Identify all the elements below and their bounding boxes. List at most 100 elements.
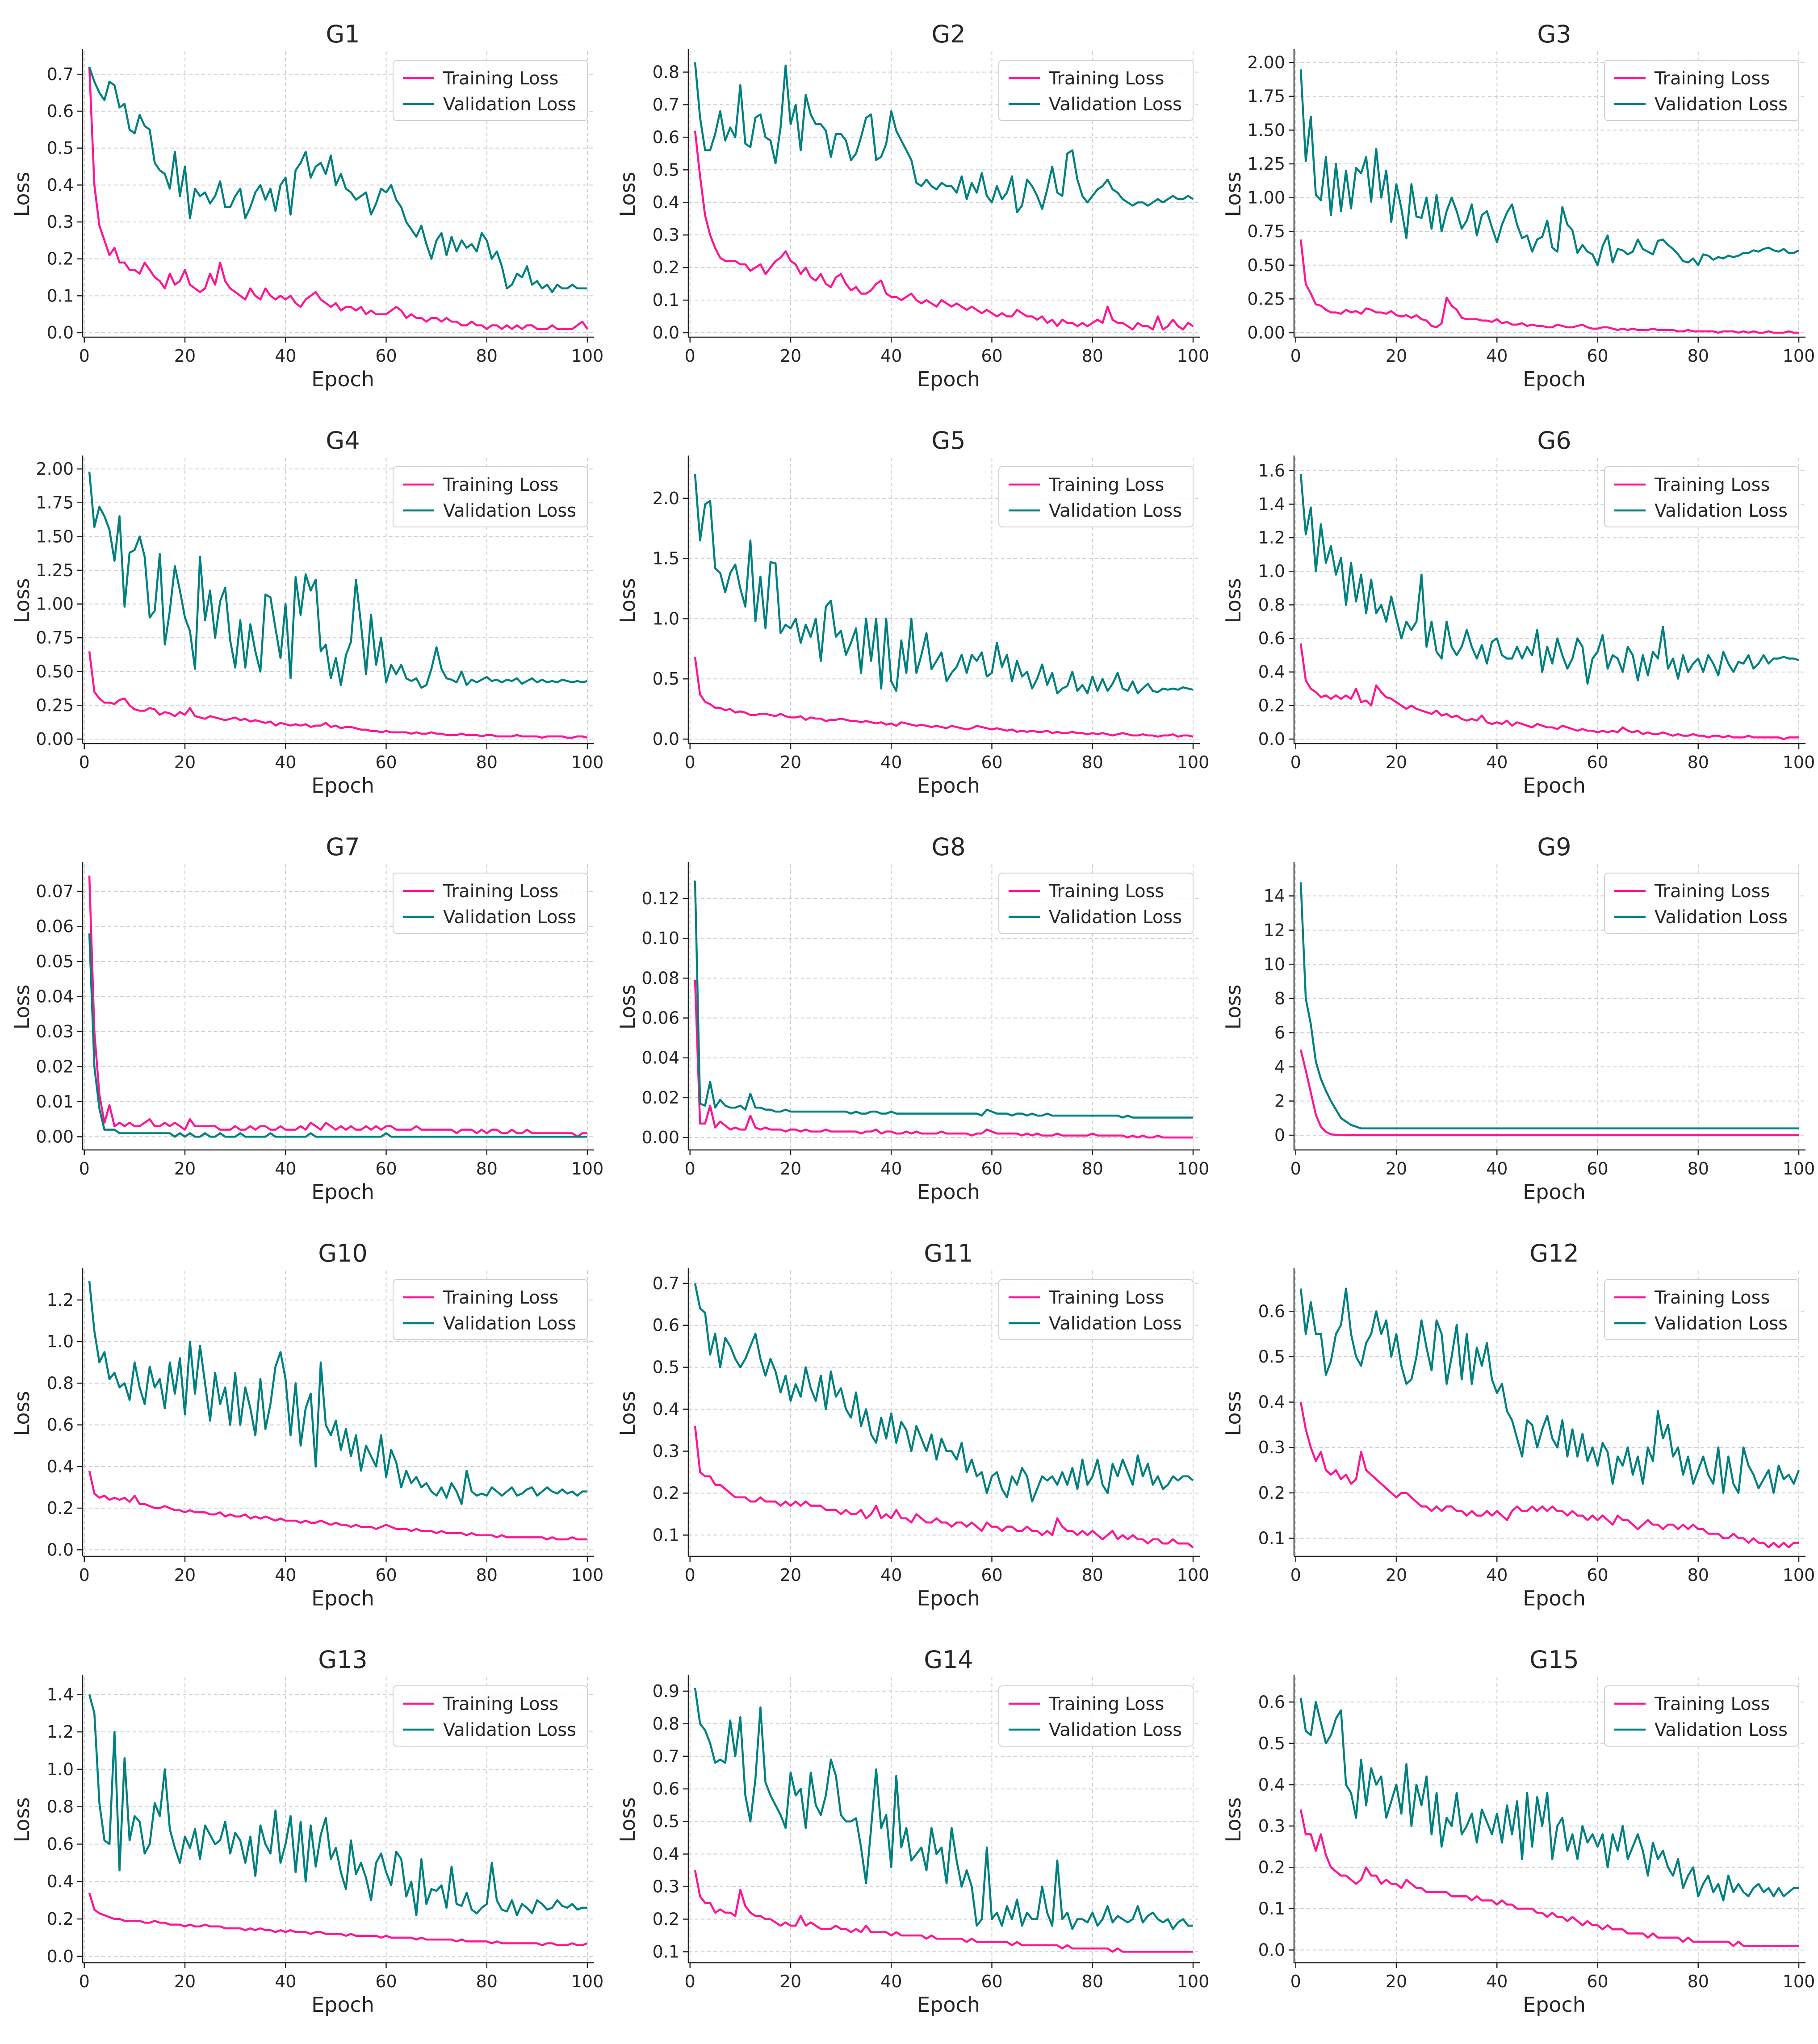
y-axis-label: Loss	[10, 985, 34, 1030]
x-tick-label: 0	[79, 1972, 90, 1991]
legend-box	[998, 60, 1194, 121]
training-loss-line	[694, 657, 1194, 738]
x-axis-label: Epoch	[311, 367, 374, 391]
legend-training-label: Training Loss	[1654, 1287, 1770, 1308]
x-tick-label: 60	[981, 1159, 1002, 1179]
legend-box	[393, 466, 588, 527]
y-tick-label: 0.5	[653, 1812, 679, 1831]
x-tick-label: 80	[1082, 1565, 1103, 1585]
y-tick-label: 0.03	[36, 1022, 74, 1041]
y-tick-label: 0.04	[641, 1048, 679, 1068]
y-tick-label: 0.3	[1258, 1816, 1285, 1836]
x-tick-label: 80	[1688, 1159, 1709, 1179]
y-tick-label: 0.1	[653, 290, 679, 310]
x-tick-label: 100	[571, 1159, 604, 1179]
y-tick-label: 0.10	[641, 928, 679, 948]
y-tick-label: 0.0	[1258, 1940, 1285, 1960]
x-tick-label: 60	[375, 1159, 397, 1179]
y-tick-label: 0.08	[641, 968, 679, 988]
y-tick-label: 0.0	[47, 323, 74, 343]
y-tick-label: 0.3	[653, 225, 679, 245]
x-tick-label: 20	[780, 1565, 801, 1585]
y-axis-label: Loss	[10, 1391, 34, 1436]
y-tick-label: 1.2	[47, 1290, 74, 1310]
y-axis-label: Loss	[1221, 1391, 1245, 1436]
y-tick-label: 2.00	[36, 459, 74, 479]
x-axis-label: Epoch	[917, 1180, 980, 1204]
legend-box	[1604, 466, 1799, 527]
chart-title: G10	[318, 1239, 368, 1267]
y-tick-label: 0.8	[47, 1797, 74, 1817]
y-tick-label: 0.25	[1247, 289, 1285, 309]
y-tick-label: 0.6	[653, 127, 679, 147]
x-tick-label: 20	[1386, 1972, 1407, 1991]
legend-training-label: Training Loss	[1654, 475, 1770, 495]
x-tick-label: 40	[275, 1972, 296, 1991]
x-tick-label: 80	[1688, 346, 1709, 366]
y-axis-label: Loss	[10, 578, 34, 623]
chart-g9: 0 20 40 60 80 100 0 2 4 6 8 10 12 14 G9 Epoch Loss Traini…	[1221, 833, 1815, 1204]
x-tick-label: 40	[275, 346, 296, 366]
legend-box	[1604, 60, 1799, 121]
chart-panel-g5: 0 20 40 60 80 100 0.0 0.5 1.0 1.5 2.0 G5 Epoch Loss Tr…	[606, 406, 1211, 813]
legend-training-label: Training Loss	[443, 881, 558, 902]
chart-g8: 0 20 40 60 80 100 0.00 0.02 0.04 0.06 0.08 0.10 0.12…	[616, 833, 1210, 1204]
chart-panel-g15: 0 20 40 60 80 100 0.0 0.1 0.2 0.3 0.4 0.5 0.6 G15 Epoc…	[1211, 1626, 1817, 2032]
y-tick-label: 0.05	[36, 952, 74, 971]
y-tick-label: 2.0	[653, 489, 679, 508]
x-tick-label: 0	[79, 1159, 90, 1179]
x-tick-label: 100	[1177, 1972, 1210, 1991]
y-tick-label: 1.0	[1258, 561, 1285, 581]
chart-g14: 0 20 40 60 80 100 0.1 0.2 0.3 0.4 0.5 0.6 0.7 0.8 0.9 G…	[616, 1646, 1210, 2017]
legend-box	[1604, 1685, 1799, 1747]
validation-loss-line	[1299, 1287, 1800, 1494]
y-tick-label: 10	[1264, 954, 1285, 974]
chart-title: G7	[326, 833, 360, 861]
x-tick-label: 40	[1486, 752, 1508, 772]
x-tick-label: 0	[685, 1565, 695, 1585]
y-axis-label: Loss	[616, 578, 640, 623]
x-axis-label: Epoch	[1523, 1586, 1586, 1610]
y-tick-label: 1.6	[1258, 461, 1285, 481]
y-tick-label: 0.8	[653, 1714, 679, 1734]
legend-training-label: Training Loss	[443, 68, 558, 89]
chart-g13: 0 20 40 60 80 100 0.0 0.2 0.4 0.6 0.8 1.0 1.2 1.4 G13 E…	[10, 1646, 604, 2017]
x-tick-label: 100	[571, 1565, 604, 1585]
validation-loss-line	[694, 474, 1194, 694]
y-tick-label: 1.2	[1258, 528, 1285, 548]
chart-panel-g8: 0 20 40 60 80 100 0.00 0.02 0.04 0.06 0.08 0.10 0.12…	[606, 813, 1211, 1219]
chart-title: G3	[1537, 20, 1571, 48]
y-tick-label: 0.2	[1258, 1483, 1285, 1503]
y-tick-label: 0.02	[641, 1088, 679, 1108]
y-tick-label: 0.3	[47, 212, 74, 232]
validation-loss-line	[88, 933, 587, 1138]
legend-box	[393, 1279, 588, 1340]
chart-g12: 0 20 40 60 80 100 0.1 0.2 0.3 0.4 0.5 0.6 G12 Epoch Lo…	[1221, 1239, 1815, 1610]
x-tick-label: 0	[79, 1565, 90, 1585]
legend-box	[1604, 873, 1799, 934]
x-tick-label: 100	[1177, 1159, 1210, 1179]
y-tick-label: 0.00	[641, 1128, 679, 1147]
chart-title: G9	[1537, 833, 1571, 861]
legend-training-label: Training Loss	[443, 1694, 558, 1714]
x-tick-label: 0	[79, 346, 90, 366]
y-tick-label: 0.6	[653, 1316, 679, 1335]
y-tick-label: 0.4	[1258, 1392, 1285, 1412]
y-tick-label: 1.50	[1247, 120, 1285, 140]
training-loss-line	[694, 1425, 1194, 1549]
training-loss-line	[1299, 643, 1799, 740]
y-tick-label: 1.75	[1247, 87, 1285, 106]
x-tick-label: 20	[174, 752, 196, 772]
x-tick-label: 100	[571, 1972, 604, 1991]
y-tick-label: 0.1	[47, 286, 74, 305]
chart-panel-g14: 0 20 40 60 80 100 0.1 0.2 0.3 0.4 0.5 0.6 0.7 0.8 0.9 G…	[606, 1626, 1211, 2032]
chart-g5: 0 20 40 60 80 100 0.0 0.5 1.0 1.5 2.0 G5 Epoch Loss Tr…	[616, 426, 1209, 798]
x-tick-label: 40	[1486, 1565, 1508, 1585]
x-tick-label: 100	[1783, 752, 1815, 772]
x-tick-label: 80	[476, 346, 498, 366]
y-tick-label: 0.75	[1247, 222, 1285, 241]
chart-g6: 0 20 40 60 80 100 0.0 0.2 0.4 0.6 0.8 1.0 1.2 1.4 1.6 G…	[1221, 426, 1815, 798]
legend-box	[998, 873, 1194, 934]
y-tick-label: 0.5	[653, 160, 679, 180]
y-tick-label: 0.00	[1247, 323, 1285, 343]
